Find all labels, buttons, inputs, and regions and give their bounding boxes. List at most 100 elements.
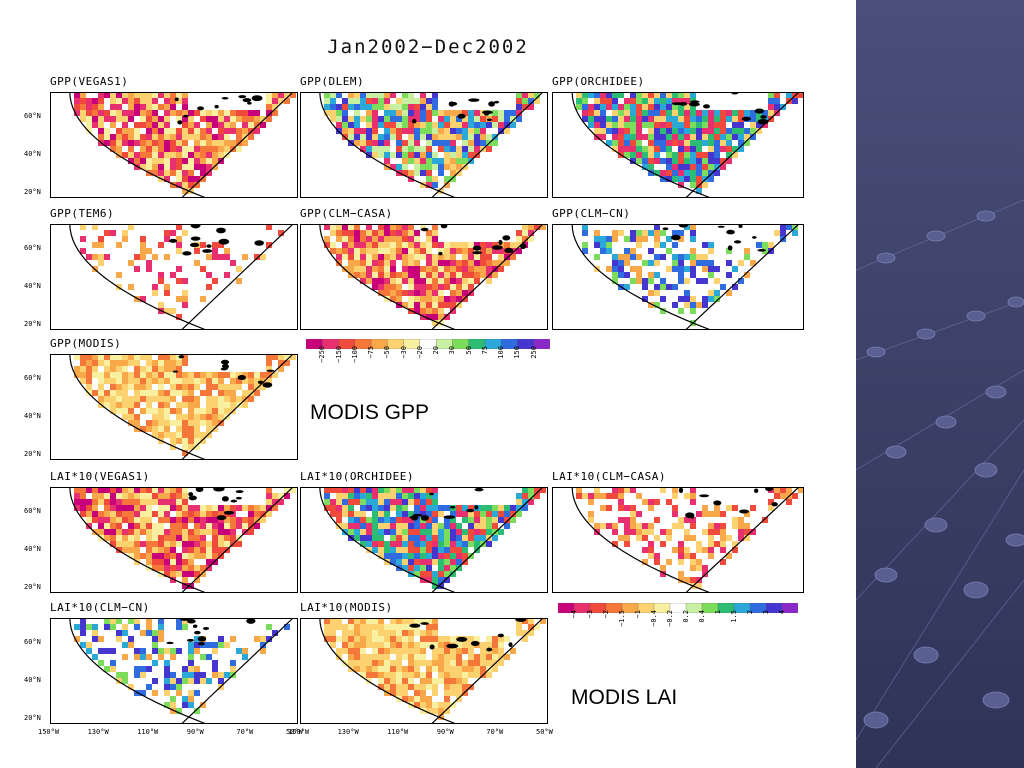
map-gpp-modis: GPP(MODIS) xyxy=(50,337,298,460)
longitude-label: 50°W xyxy=(286,728,303,736)
panel-label: LAI*10(ORCHIDEE) xyxy=(300,470,414,483)
map-lai-clm-cn: LAI*10(CLM−CN) xyxy=(50,601,298,724)
figure-title: Jan2002−Dec2002 xyxy=(327,36,529,58)
panel-label: GPP(CLM−CN) xyxy=(552,207,631,220)
colorbar-tick-label: 4 xyxy=(778,610,786,615)
panel-label: LAI*10(CLM−CN) xyxy=(50,601,150,614)
latitude-label: 40°N xyxy=(24,545,41,553)
map-canvas xyxy=(300,224,548,330)
panel-label: GPP(CLM−CASA) xyxy=(300,207,393,220)
latitude-label: 20°N xyxy=(24,450,41,458)
colorbar-tick-label: −4 xyxy=(570,610,578,619)
longitude-label: 90°W xyxy=(436,728,454,736)
latitude-label: 20°N xyxy=(24,583,41,591)
colorbar-tick-label: 20 xyxy=(432,346,441,355)
decorative-sidebar xyxy=(856,0,1024,768)
colorbar-tick-label: 250 xyxy=(529,346,538,359)
colorbar-tick-label: −50 xyxy=(383,346,392,359)
map-canvas xyxy=(50,487,298,593)
latitude-label: 20°N xyxy=(24,320,41,328)
longitude-label: 130°W xyxy=(87,728,109,736)
map-canvas xyxy=(552,487,804,593)
longitude-label: 50°W xyxy=(536,728,553,736)
map-canvas xyxy=(300,487,548,593)
latitude-label: 60°N xyxy=(24,374,41,382)
longitude-label: 110°W xyxy=(137,728,159,736)
colorbar-tick-label: 150 xyxy=(513,346,522,359)
colorbar-tick-label: −75 xyxy=(367,346,376,359)
colorbar-tick-label: 50 xyxy=(464,346,473,355)
latitude-label: 40°N xyxy=(24,282,41,290)
panel-label: GPP(TEM6) xyxy=(50,207,115,220)
map-canvas xyxy=(50,618,298,724)
map-gpp-orchidee: GPP(ORCHIDEE) xyxy=(552,75,804,198)
longitude-label: 70°W xyxy=(236,728,254,736)
latitude-label: 20°N xyxy=(24,188,41,196)
colorbar-tick-label: −3 xyxy=(586,610,594,619)
latitude-label: 60°N xyxy=(24,638,41,646)
colorbar-tick-label: 30 xyxy=(448,346,457,355)
map-gpp-tem6: GPP(TEM6) xyxy=(50,207,298,330)
colorbar-tick-label: −150 xyxy=(334,346,343,363)
latitude-label: 20°N xyxy=(24,714,41,722)
latitude-label: 40°N xyxy=(24,412,41,420)
map-gpp-vegas1: GPP(VEGAS1) xyxy=(50,75,298,198)
colorbar-tick-label: −1.5 xyxy=(618,610,626,627)
longitude-label: 110°W xyxy=(387,728,409,736)
map-canvas xyxy=(300,92,548,198)
latitude-label: 40°N xyxy=(24,150,41,158)
colorbar-tick-label: 75 xyxy=(480,346,489,355)
longitude-label: 130°W xyxy=(337,728,359,736)
latitude-label: 60°N xyxy=(24,507,41,515)
panel-label: GPP(VEGAS1) xyxy=(50,75,129,88)
colorbar-tick-label: 1 xyxy=(714,610,722,615)
gpp-colorbar: −250 −150 −100 −75 −50 −30 −20 20 30 50 75 100 150 25… xyxy=(305,334,551,363)
colorbar-tick-label: 3 xyxy=(762,610,770,615)
map-gpp-clm-cn: GPP(CLM−CN) xyxy=(552,207,804,330)
map-canvas xyxy=(552,92,804,198)
map-canvas xyxy=(552,224,804,330)
colorbar-tick-label: −100 xyxy=(350,346,359,363)
latitude-label: 60°N xyxy=(24,244,41,252)
lai-colorbar: −4 −3 −2 −1.5 −1 −0.4 −0.2 0.2 0.4 1 1.5 2 3 4 xyxy=(557,598,799,627)
map-lai-orchidee: LAI*10(ORCHIDEE) xyxy=(300,470,548,593)
panel-label: LAI*10(MODIS) xyxy=(300,601,393,614)
colorbar-tick-label: −30 xyxy=(399,346,408,359)
map-gpp-clm-casa: GPP(CLM−CASA) xyxy=(300,207,548,330)
modis-lai-annotation: MODIS LAI xyxy=(571,686,678,709)
map-lai-modis: LAI*10(MODIS) xyxy=(300,601,548,724)
colorbar-tick-label: −1 xyxy=(634,610,642,619)
panel-label: LAI*10(VEGAS1) xyxy=(50,470,150,483)
map-canvas xyxy=(50,354,298,460)
panel-label: LAI*10(CLM−CASA) xyxy=(552,470,666,483)
longitude-label: 150°W xyxy=(288,728,310,736)
colorbar-tick-label: −20 xyxy=(415,346,424,359)
longitude-label: 150°W xyxy=(38,728,60,736)
map-canvas xyxy=(50,92,298,198)
colorbar-tick-label: −0.4 xyxy=(650,610,658,627)
gpp-colorbar-swatches xyxy=(305,338,551,350)
map-canvas xyxy=(300,618,548,724)
map-lai-clm-casa: LAI*10(CLM−CASA) xyxy=(552,470,804,593)
colorbar-tick-label: 100 xyxy=(497,346,506,359)
map-gpp-dlem: GPP(DLEM) xyxy=(300,75,548,198)
colorbar-tick-label: 0.4 xyxy=(698,610,706,623)
latitude-label: 40°N xyxy=(24,676,41,684)
map-lai-vegas1: LAI*10(VEGAS1) xyxy=(50,470,298,593)
panel-label: GPP(MODIS) xyxy=(50,337,122,350)
colorbar-tick-label: 1.5 xyxy=(730,610,738,623)
colorbar-tick-label: −2 xyxy=(602,610,610,619)
colorbar-tick-label: 0.2 xyxy=(682,610,690,623)
lai-colorbar-swatches xyxy=(557,602,799,614)
longitude-label: 70°W xyxy=(486,728,504,736)
latitude-label: 60°N xyxy=(24,112,41,120)
longitude-label: 90°W xyxy=(186,728,204,736)
colorbar-tick-label: 2 xyxy=(746,610,754,615)
beaded-strands-decoration xyxy=(856,199,1024,768)
panel-label: GPP(ORCHIDEE) xyxy=(552,75,645,88)
map-canvas xyxy=(50,224,298,330)
colorbar-tick-label: −250 xyxy=(318,346,327,363)
colorbar-tick-label: −0.2 xyxy=(666,610,674,627)
modis-gpp-annotation: MODIS GPP xyxy=(310,401,430,424)
panel-label: GPP(DLEM) xyxy=(300,75,365,88)
